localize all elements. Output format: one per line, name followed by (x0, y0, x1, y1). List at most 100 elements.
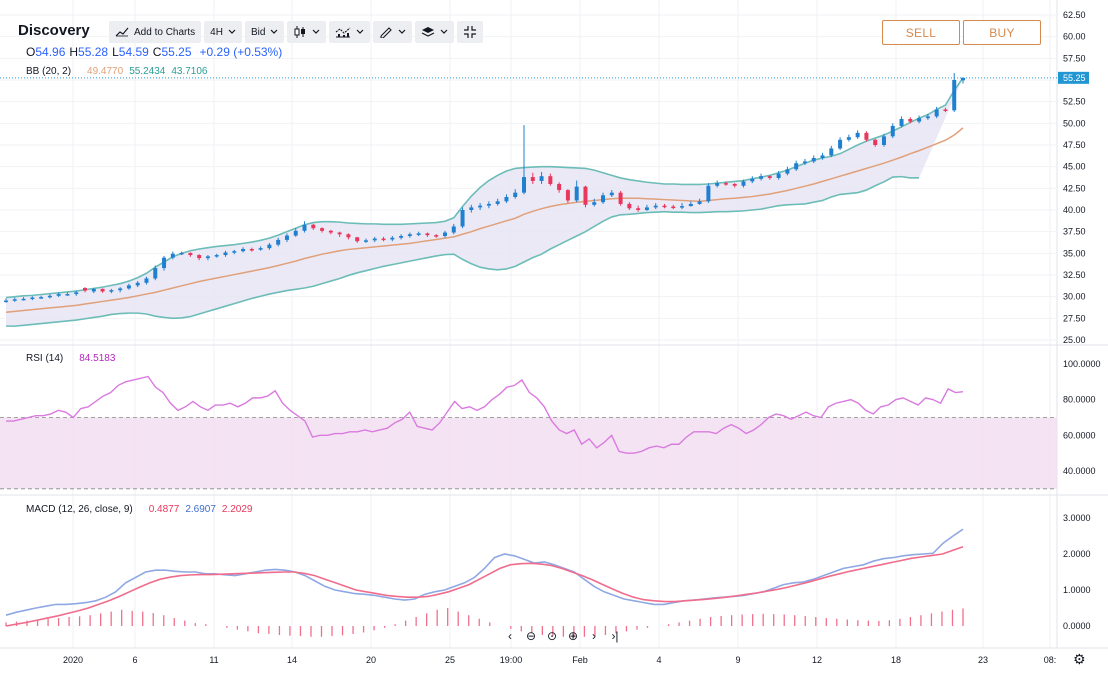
candle-body (109, 290, 114, 292)
macd-pane (5, 528, 964, 638)
chevron-down-icon (270, 29, 278, 34)
bollinger-bands (5, 77, 964, 327)
bb-legend[interactable]: BB (20, 2) 49.4770 55.2434 43.7106 (26, 66, 208, 77)
chevron-down-icon (356, 29, 364, 34)
macd-label: MACD (12, 26, close, 9) (26, 504, 133, 515)
candle-body (188, 252, 193, 256)
ohlc-legend: O54.96 H55.28 L54.59 C55.25 +0.29 (+0.53… (26, 45, 282, 59)
candle-body (802, 161, 807, 164)
candle-body (460, 210, 465, 227)
candle-body (908, 119, 913, 122)
buy-button[interactable]: BUY (963, 20, 1041, 45)
candle-body (644, 207, 649, 210)
rsi-pane (0, 375, 1057, 490)
macd-legend[interactable]: MACD (12, 26, close, 9) 0.4877 2.6907 2.… (26, 504, 253, 515)
rsi-band-fill (0, 417, 1057, 489)
candlestick-series (4, 73, 965, 303)
chart-type-dropdown[interactable] (287, 21, 327, 43)
chevron-down-icon (440, 29, 448, 34)
price-tick-label: 62.50 (1063, 10, 1086, 20)
rsi-tick-label: 100.0000 (1063, 359, 1101, 369)
bb-label: BB (20, 2) (26, 66, 72, 77)
candle-body (759, 176, 764, 179)
add-to-charts-button[interactable]: Add to Charts (109, 21, 202, 43)
candle-body (961, 77, 965, 81)
candle-body (776, 173, 781, 178)
candle-body (732, 184, 737, 186)
price-tick-label: 30.00 (1063, 292, 1086, 302)
scroll-right-icon[interactable]: › (592, 629, 596, 643)
interval-dropdown[interactable]: 4H (204, 21, 242, 43)
x-tick-label: 20 (366, 655, 376, 665)
candle-body (284, 235, 289, 240)
candle-body (126, 285, 131, 289)
macd-signal-line (5, 545, 964, 627)
navigation-controls: ‹ ⊖ ⊙ ⊕ › ›| (503, 629, 622, 643)
ohlc-close: C55.25 (152, 45, 192, 59)
rsi-legend[interactable]: RSI (14) 84.5183 (26, 353, 115, 364)
zoom-out-icon[interactable]: ⊖ (525, 629, 537, 643)
drawing-tools-dropdown[interactable] (373, 21, 413, 43)
layers-dropdown[interactable] (415, 21, 455, 43)
candle-body (4, 300, 8, 303)
candle-body (592, 202, 597, 205)
time-axis: 2020 6 11 14 20 25 19:00 Feb 4 9 12 18 23 08: (63, 655, 1056, 665)
grid-lines (0, 0, 1108, 649)
chart-toolbar: Add to Charts 4H Bid (109, 21, 484, 43)
layers-icon (422, 27, 435, 37)
candle-body (258, 248, 263, 250)
macd-tick-label: 2.0000 (1063, 549, 1091, 559)
candle-body (829, 148, 834, 156)
fullscreen-button[interactable] (457, 21, 484, 43)
scroll-to-end-icon[interactable]: ›| (611, 629, 619, 643)
candle-body (671, 206, 676, 209)
candle-body (346, 234, 351, 238)
price-type-dropdown[interactable]: Bid (244, 21, 285, 43)
candle-body (504, 197, 509, 202)
price-tick-label: 60.00 (1063, 32, 1086, 42)
candle-body (407, 234, 412, 236)
candle-body (232, 251, 237, 253)
add-chart-icon (115, 27, 129, 37)
x-tick-label: 18 (891, 655, 901, 665)
candle-body (881, 136, 886, 145)
candle-body (688, 203, 693, 207)
candle-body (311, 224, 316, 229)
candle-body (214, 255, 219, 257)
candle-body (680, 206, 685, 208)
add-to-charts-label: Add to Charts (134, 26, 196, 38)
price-tick-label: 37.50 (1063, 227, 1086, 237)
candle-body (636, 208, 641, 210)
candle-body (320, 228, 325, 231)
candle-body (539, 176, 544, 181)
macd-line (5, 528, 964, 616)
candle-body (934, 109, 939, 117)
candle-body (390, 237, 395, 240)
candle-body (399, 236, 404, 238)
price-tick-label: 42.50 (1063, 183, 1086, 193)
zoom-in-icon[interactable]: ⊕ (567, 629, 579, 643)
interval-label: 4H (210, 26, 223, 38)
candle-body (144, 278, 149, 283)
candle-body (21, 298, 26, 301)
indicators-dropdown[interactable] (329, 21, 371, 43)
candle-body (39, 297, 44, 299)
candle-body (855, 132, 860, 138)
candle-body (530, 177, 535, 181)
x-tick-label: 23 (978, 655, 988, 665)
reset-view-icon[interactable]: ⊙ (546, 629, 558, 643)
candle-body (118, 288, 123, 291)
candle-body (890, 125, 895, 137)
bb-lower-value: 43.7106 (171, 66, 208, 77)
scroll-left-icon[interactable]: ‹ (508, 629, 512, 643)
candle-body (952, 80, 957, 111)
candle-body (65, 294, 70, 296)
gear-icon[interactable]: ⚙ (1073, 651, 1086, 667)
symbol-title: Discovery (18, 22, 90, 39)
candle-body (30, 297, 35, 300)
candle-body (723, 183, 728, 185)
sell-button[interactable]: SELL (882, 20, 960, 45)
candle-body (276, 239, 281, 245)
price-tick-label: 25.00 (1063, 335, 1086, 345)
